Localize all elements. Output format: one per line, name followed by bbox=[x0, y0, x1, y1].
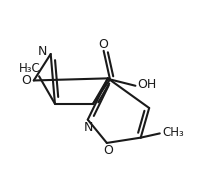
Text: O: O bbox=[103, 145, 113, 158]
Text: CH₃: CH₃ bbox=[163, 126, 184, 139]
Text: H₃C: H₃C bbox=[19, 62, 40, 75]
Text: O: O bbox=[99, 38, 109, 51]
Text: OH: OH bbox=[138, 78, 157, 91]
Text: N: N bbox=[38, 45, 47, 58]
Text: O: O bbox=[21, 74, 31, 87]
Text: N: N bbox=[84, 121, 94, 134]
